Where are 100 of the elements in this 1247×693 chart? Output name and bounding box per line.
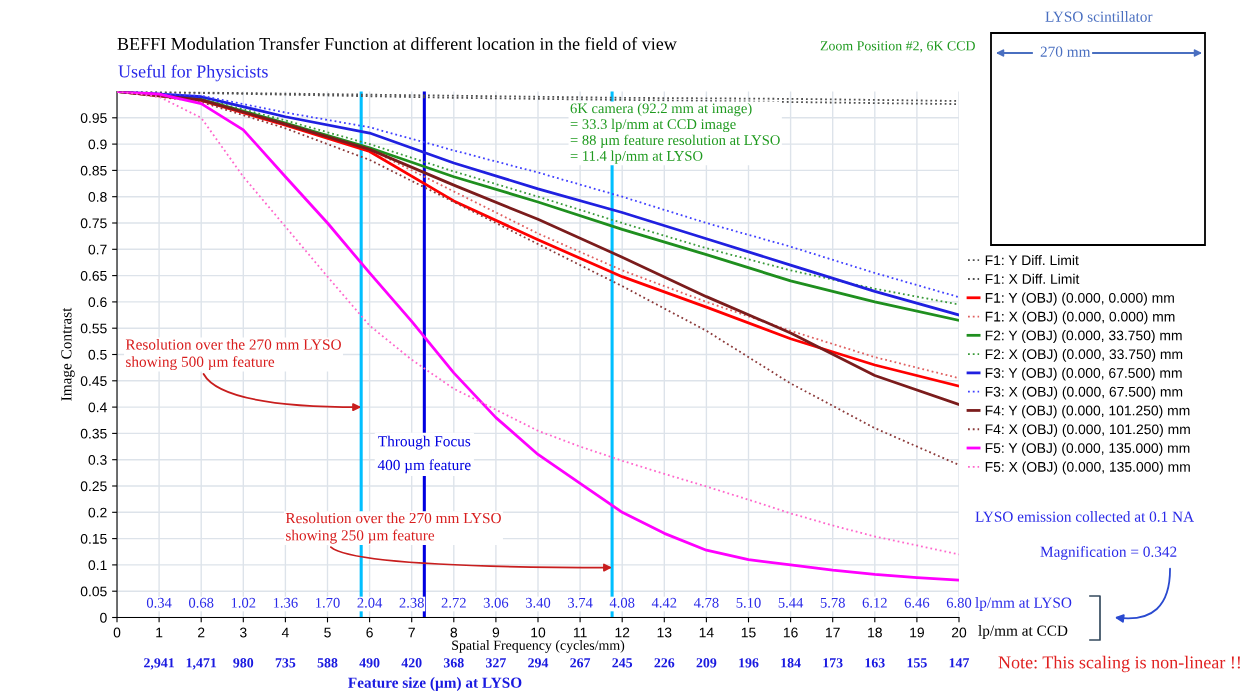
legend-label: F2: Y (OBJ) (0.000, 33.750) mm: [985, 330, 1182, 344]
text: 490: [359, 658, 380, 668]
text: 173: [823, 658, 843, 668]
legend-label: F4: X (OBJ) (0.000, 101.250) mm: [985, 424, 1190, 437]
text: 209: [696, 658, 717, 668]
x-tick-label: 15: [741, 627, 756, 638]
y-tick-label: 0.6: [88, 297, 107, 308]
legend-label: F4: Y (OBJ) (0.000, 101.250) mm: [985, 405, 1190, 419]
y-tick-label: 0.85: [80, 165, 107, 176]
text: 184: [781, 658, 801, 668]
x-tick-label: 3: [239, 627, 247, 638]
chart-title: BEFFI Modulation Transfer Function at different location in the field of view: [117, 37, 677, 51]
legend-label: F2: X (OBJ) (0.000, 33.750) mm: [985, 348, 1183, 362]
x-tick-label: 11: [573, 627, 587, 638]
annotation: 4.42: [651, 597, 677, 608]
text: 267: [570, 658, 591, 668]
text: 245: [612, 658, 633, 668]
x-tick-label: 5: [324, 627, 331, 638]
x-tick-label: 0: [113, 627, 121, 638]
legend-label: F5: X (OBJ) (0.000, 135.000) mm: [985, 461, 1190, 475]
annotation: 5.44: [778, 597, 804, 608]
legend-label: F1: Y (OBJ) (0.000, 0.000) mm: [985, 292, 1174, 306]
y-tick-label: 0.35: [80, 428, 107, 439]
annotation: 2.04: [357, 597, 383, 608]
annotation: Resolution over the 270 mm LYSO showing 250 µm feature: [285, 512, 501, 544]
y-tick-label: 0.3: [88, 455, 107, 465]
x-tick-label: 9: [492, 627, 500, 638]
text: Magnification = 0.342: [1040, 545, 1177, 561]
annotation: 6K camera (92.2 mm at image) = 33.3 lp/mm at CCD image = 88 µm feature resolution at LYSO = 11.4 lp/mm at LYSO: [570, 103, 780, 164]
annotation: 3.40: [525, 597, 551, 608]
text: 327: [486, 658, 506, 668]
y-tick-label: 0.1: [88, 560, 107, 571]
annotation: 4.08: [609, 597, 635, 608]
y-tick-label: 0.2: [88, 507, 107, 518]
text: Feature size (µm) at LYSO: [348, 677, 522, 691]
text: 155: [907, 658, 927, 668]
annotation: 6.80: [946, 597, 972, 608]
x-tick-label: 19: [910, 627, 924, 638]
text: 270 mm: [1040, 46, 1091, 57]
annotation: 5.10: [736, 597, 761, 608]
y-tick-label: 0.45: [80, 376, 107, 386]
annotation: 1.36: [273, 597, 298, 608]
text: 368: [443, 658, 464, 668]
legend-label: F3: X (OBJ) (0.000, 67.500) mm: [985, 386, 1183, 400]
text: 163: [865, 658, 885, 668]
annotation: 5.78: [820, 597, 845, 608]
x-tick-label: 14: [699, 627, 714, 638]
annotation: 2.38: [399, 597, 424, 608]
y-tick-label: 0.75: [80, 218, 107, 229]
text: 2,941: [144, 658, 175, 670]
x-tick-label: 4: [281, 627, 289, 638]
annotation: 0.34: [146, 597, 172, 608]
x-tick-label: 16: [783, 627, 798, 638]
y-tick-label: 0.55: [80, 323, 107, 334]
x-tick-label: 18: [868, 627, 882, 638]
x-tick-label: 7: [408, 627, 415, 638]
text: 226: [654, 658, 675, 668]
text: 294: [528, 658, 549, 668]
legend-label: F1: X (OBJ) (0.000, 0.000) mm: [985, 311, 1175, 325]
x-tick-label: 2: [198, 627, 205, 638]
text: Note: This scaling is non-linear !!: [998, 655, 1240, 673]
annotation: 6.12: [862, 597, 887, 608]
y-tick-label: 0.9: [88, 139, 107, 150]
x-tick-label: 1: [156, 627, 163, 638]
text: Zoom Position #2, 6K CCD: [820, 41, 975, 53]
text: lp/mm at LYSO: [975, 597, 1072, 611]
x-tick-label: 13: [657, 627, 672, 638]
text: 196: [739, 658, 759, 668]
y-tick-label: 0.05: [80, 586, 107, 597]
legend-label: F5: Y (OBJ) (0.000, 135.000) mm: [985, 442, 1190, 456]
y-tick-label: 0.15: [80, 533, 107, 544]
text: Useful for Physicists: [118, 64, 268, 82]
text: 147: [949, 658, 970, 668]
y-tick-label: 0.7: [88, 244, 107, 255]
text: LYSO scintillator: [1045, 11, 1153, 22]
text: 980: [233, 658, 254, 668]
y-tick-label: 0.25: [80, 481, 107, 492]
x-tick-label: 10: [531, 627, 546, 638]
x-tick-label: 20: [951, 627, 967, 638]
x-tick-label: 6: [366, 627, 373, 638]
annotation: 3.74: [568, 597, 593, 608]
x-axis-title: Spatial Frequency (cycles/mm): [452, 640, 625, 653]
annotation: 6.46: [904, 597, 930, 608]
annotation: 4.78: [693, 597, 719, 608]
y-tick-label: 0.4: [88, 402, 107, 413]
annotation: 3.06: [483, 597, 509, 608]
x-tick-label: 12: [615, 627, 630, 638]
annotation: 2.72: [441, 597, 466, 608]
y-tick-label: 0.8: [88, 192, 107, 202]
annotation: 0.68: [189, 597, 214, 608]
text: 1,471: [186, 658, 217, 670]
annotation: Resolution over the 270 mm LYSO showing 500 µm feature: [125, 338, 341, 371]
annotation: 1.70: [316, 597, 340, 608]
legend-label: F3: Y (OBJ) (0.000, 67.500) mm: [985, 367, 1182, 381]
legend-label: F1: Y Diff. Limit: [985, 255, 1079, 266]
text: LYSO emission collected at 0.1 NA: [975, 511, 1194, 522]
text: lp/mm at CCD: [978, 625, 1068, 639]
y-tick-label: 0.5: [88, 349, 107, 360]
ref-line-label: Through Focus 400 µm feature: [377, 435, 471, 474]
text: 735: [275, 658, 296, 668]
